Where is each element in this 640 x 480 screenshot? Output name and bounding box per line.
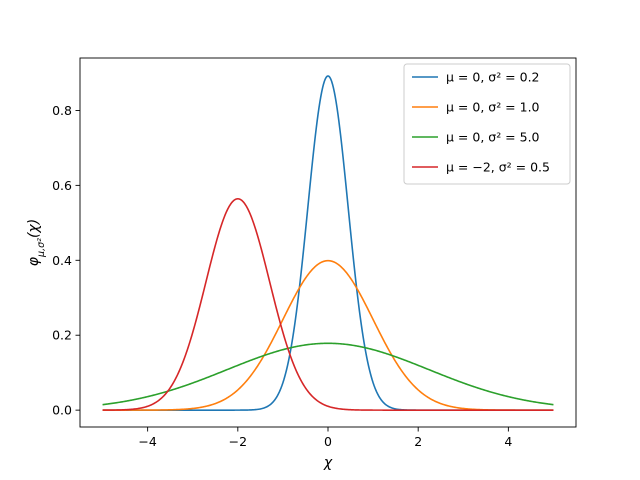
- x-tick-label: 2: [414, 434, 422, 449]
- y-axis: 0.0 0.2 0.4 0.6 0.8: [52, 103, 80, 418]
- y-axis-label: φμ,σ²(χ): [26, 219, 47, 266]
- y-tick-label: 0.4: [52, 253, 72, 268]
- legend-entry-label-0: μ = 0, σ² = 0.2: [446, 70, 540, 85]
- x-tick-label: 4: [504, 434, 512, 449]
- y-tick-label: 0.0: [52, 403, 72, 418]
- y-tick-label: 0.8: [52, 103, 72, 118]
- y-axis-label-symbol: φ: [26, 256, 42, 266]
- x-tick-label: −2: [229, 434, 247, 449]
- x-tick-label: 0: [324, 434, 332, 449]
- legend-entry-label-2: μ = 0, σ² = 5.0: [446, 130, 540, 145]
- legend-entry-label-3: μ = −2, σ² = 0.5: [446, 160, 550, 175]
- y-axis-label-subscript: μ,σ²: [36, 238, 47, 258]
- legend-box: [403, 63, 571, 185]
- x-axis: −4 −2 0 2 4: [138, 427, 512, 449]
- x-tick-label: −4: [138, 434, 156, 449]
- series-line-3: [102, 197, 554, 411]
- series-line-2: [102, 342, 554, 406]
- y-axis-label-args: (χ): [26, 219, 42, 238]
- legend-entry-label-1: μ = 0, σ² = 1.0: [446, 100, 540, 115]
- legend: μ = 0, σ² = 0.2 μ = 0, σ² = 1.0 μ = 0, σ² …: [403, 63, 571, 185]
- x-axis-label: χ: [323, 455, 333, 471]
- y-tick-label: 0.6: [52, 178, 72, 193]
- y-tick-label: 0.2: [52, 328, 72, 343]
